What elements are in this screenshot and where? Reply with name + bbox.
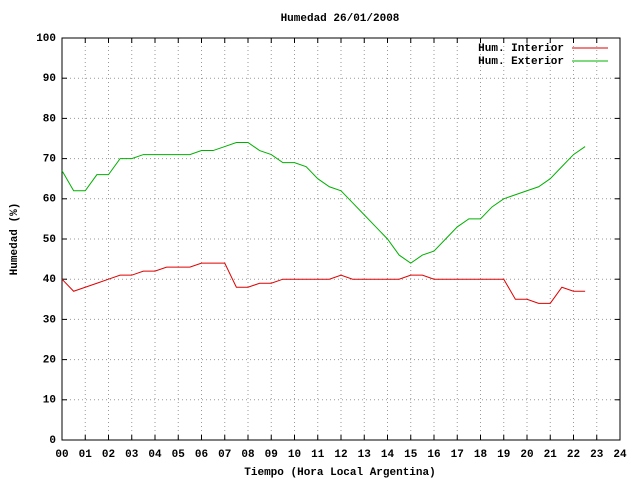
x-tick-label: 15 xyxy=(404,449,418,461)
y-tick-label: 100 xyxy=(36,33,56,45)
x-tick-label: 00 xyxy=(55,449,68,461)
x-tick-label: 24 xyxy=(613,449,627,461)
x-tick-label: 22 xyxy=(567,449,580,461)
y-tick-label: 40 xyxy=(43,274,56,286)
x-tick-label: 07 xyxy=(218,449,231,461)
x-tick-label: 21 xyxy=(544,449,558,461)
y-tick-label: 90 xyxy=(43,73,56,85)
x-tick-label: 04 xyxy=(148,449,162,461)
x-tick-label: 11 xyxy=(311,449,325,461)
x-tick-label: 20 xyxy=(520,449,533,461)
x-tick-label: 09 xyxy=(265,449,278,461)
y-tick-label: 70 xyxy=(43,154,56,166)
y-axis-label: Humedad (%) xyxy=(9,203,21,276)
x-tick-label: 17 xyxy=(451,449,464,461)
plot-frame xyxy=(61,37,621,441)
y-tick-label: 10 xyxy=(43,395,56,407)
x-tick-label: 14 xyxy=(381,449,395,461)
x-tick-label: 02 xyxy=(102,449,115,461)
chart-title: Humedad 26/01/2008 xyxy=(281,13,400,25)
x-tick-label: 13 xyxy=(358,449,372,461)
x-tick-label: 01 xyxy=(79,449,93,461)
y-tick-label: 60 xyxy=(43,194,56,206)
y-tick-label: 20 xyxy=(43,355,56,367)
data-line xyxy=(61,262,586,304)
x-tick-label: 05 xyxy=(172,449,186,461)
legend-label: Hum. Interior xyxy=(478,43,564,55)
x-axis-label: Tiempo (Hora Local Argentina) xyxy=(244,467,435,479)
x-tick-label: 06 xyxy=(195,449,208,461)
y-tick-label: 0 xyxy=(49,435,56,447)
x-tick-label: 23 xyxy=(590,449,604,461)
x-tick-label: 18 xyxy=(474,449,488,461)
y-tick-label: 80 xyxy=(43,113,56,125)
y-tick-label: 50 xyxy=(43,234,56,246)
legend-label: Hum. Exterior xyxy=(478,56,564,68)
x-tick-label: 03 xyxy=(125,449,139,461)
x-tick-label: 19 xyxy=(497,449,510,461)
x-tick-label: 10 xyxy=(288,449,301,461)
data-line xyxy=(61,142,586,264)
x-tick-label: 08 xyxy=(241,449,255,461)
x-tick-label: 12 xyxy=(334,449,347,461)
x-tick-label: 16 xyxy=(427,449,440,461)
y-tick-label: 30 xyxy=(43,314,56,326)
